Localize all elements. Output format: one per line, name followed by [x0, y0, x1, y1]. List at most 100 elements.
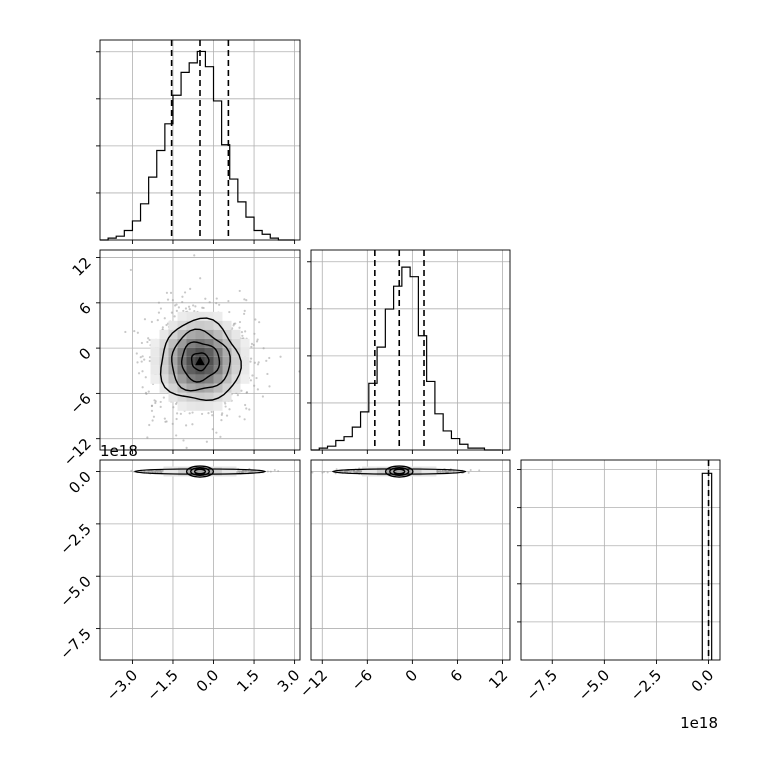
scatter-point — [311, 471, 314, 474]
scatter-point — [208, 301, 211, 304]
scatter-point — [181, 300, 184, 304]
hist2d-cell — [177, 311, 187, 321]
hist2d-cell — [177, 338, 187, 348]
density-contents — [130, 465, 280, 478]
scatter-point — [238, 320, 242, 324]
scatter-point — [238, 471, 241, 474]
hist2d-cell — [213, 356, 223, 366]
y-tick-label: −6 — [66, 389, 94, 417]
scatter-point — [129, 268, 132, 272]
scatter-point — [218, 303, 221, 306]
hist2d-cell — [240, 374, 250, 384]
scatter-point — [231, 327, 234, 330]
scatter-point — [183, 291, 187, 294]
hist2d-cell — [177, 392, 187, 402]
scatter-point — [143, 318, 147, 321]
x-tick-label: 12 — [485, 666, 511, 692]
scatter-point — [193, 310, 196, 313]
hist2d-cell — [222, 347, 232, 357]
y-tick-label: 0.0 — [65, 468, 95, 498]
scatter-point — [243, 418, 246, 421]
scatter-point — [141, 370, 144, 373]
hist2d-cell — [177, 320, 187, 330]
hist2d-cell — [186, 338, 196, 348]
scatter-point — [220, 419, 223, 422]
hist2d-cell — [186, 401, 196, 411]
contour-line — [190, 352, 210, 372]
scatter-point — [359, 470, 362, 473]
scatter-point — [140, 341, 144, 345]
scatter-point — [277, 470, 280, 473]
scatter-point — [349, 470, 352, 473]
scatter-point — [245, 407, 248, 410]
scatter-point — [141, 355, 144, 358]
hist2d-cell — [177, 347, 187, 357]
scatter-point — [146, 340, 149, 344]
scatter-point — [257, 361, 260, 364]
scatter-point — [469, 469, 472, 472]
scatter-point — [441, 470, 444, 473]
scatter-point — [185, 446, 188, 449]
contour-line — [180, 341, 221, 383]
scatter-point — [436, 470, 439, 473]
scatter-point — [219, 435, 222, 438]
y-tick-label: −2.5 — [56, 520, 94, 558]
histogram-frame — [310, 249, 511, 451]
scatter-point — [191, 411, 194, 414]
density-peak — [195, 356, 205, 366]
scatter-point — [253, 361, 256, 364]
hist2d-cell — [231, 347, 241, 357]
scatter-point — [152, 415, 156, 418]
scatter-point — [171, 422, 174, 425]
scatter-point — [210, 410, 213, 413]
histogram-0 — [96, 39, 301, 244]
scatter-point — [258, 321, 261, 324]
hist2d-cell — [195, 401, 205, 411]
hist2d-cell — [177, 329, 187, 339]
scatter-point — [163, 417, 166, 420]
density-panel-2-0 — [96, 459, 301, 664]
hist2d-cell — [213, 392, 223, 402]
hist2d-cell — [213, 374, 223, 384]
hist2d-cell — [222, 365, 232, 375]
density-frame — [99, 459, 301, 661]
hist2d-cell — [177, 365, 187, 375]
scatter-point — [236, 394, 239, 397]
scatter-point — [158, 471, 161, 474]
scatter-point — [249, 360, 252, 363]
x-tick-label: −5.0 — [575, 666, 613, 704]
histogram-step — [100, 50, 295, 241]
scatter-point — [143, 358, 146, 361]
x-tick-label: −6 — [348, 666, 376, 694]
hist2d-cell — [213, 383, 223, 393]
hist2d-cell — [186, 329, 196, 339]
hist2d-band — [187, 468, 213, 475]
hist2d-cell — [195, 347, 205, 357]
scatter-point — [236, 471, 239, 474]
scatter-point — [446, 470, 449, 473]
hist2d-cell — [195, 320, 205, 330]
scatter-point — [268, 385, 271, 388]
hist2d-cell — [186, 383, 196, 393]
scatter-point — [335, 468, 338, 471]
scatter-point — [249, 357, 253, 360]
hist2d-cell — [195, 392, 205, 402]
contour-line — [171, 328, 231, 392]
scatter-point — [166, 298, 170, 301]
scatter-point — [181, 295, 184, 298]
scatter-point — [256, 388, 259, 391]
hist2d-cell — [213, 311, 223, 321]
scatter-point — [240, 331, 244, 334]
scatter-point — [353, 470, 356, 473]
hist2d-cell — [159, 383, 169, 393]
scatter-point — [268, 356, 271, 360]
scatter-point — [141, 386, 144, 389]
scatter-point — [273, 468, 276, 471]
hist2d-cell — [222, 356, 232, 366]
histogram-frame — [520, 459, 721, 661]
y-tick-label: 0 — [75, 344, 94, 363]
scatter-point — [243, 312, 246, 315]
scatter-point — [150, 404, 154, 407]
scatter-point — [228, 310, 231, 314]
hist2d-cell — [240, 347, 250, 357]
